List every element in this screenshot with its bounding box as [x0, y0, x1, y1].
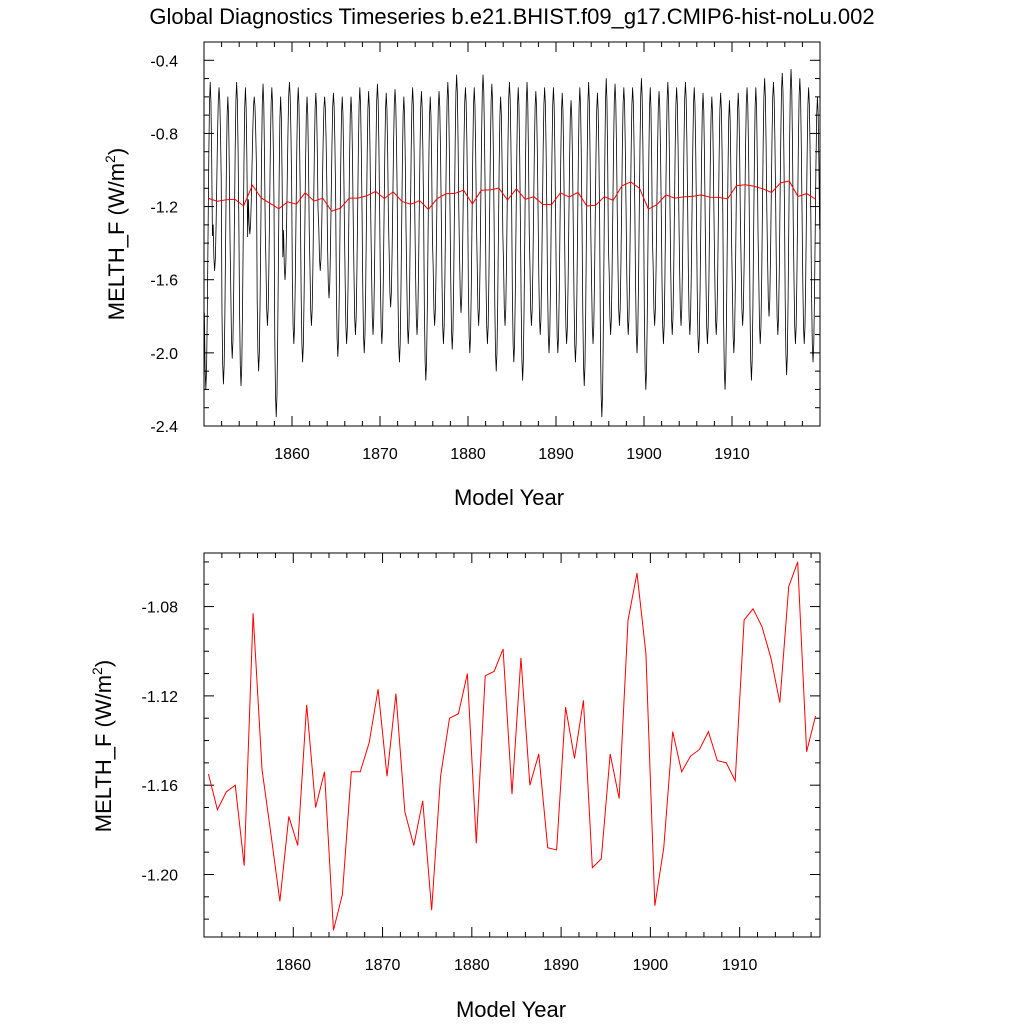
top-annual-series — [208, 180, 816, 212]
bottom-x-tick-label: 1900 — [633, 957, 669, 974]
top-y-tick-label: -1.2 — [150, 200, 178, 217]
bottom-plot-frame — [203, 552, 821, 938]
top-monthly-series — [203, 69, 821, 418]
top-x-tick-label: 1890 — [538, 446, 574, 463]
bottom-y-tick-label: -1.12 — [142, 689, 179, 706]
bottom-x-tick-label: 1860 — [275, 957, 311, 974]
figure-title: Global Diagnostics Timeseries b.e21.BHIS… — [149, 4, 874, 29]
bottom-x-tick-labels: 1860 1870 1880 1890 1900 1910 — [275, 957, 757, 974]
bottom-y-tick-label: -1.20 — [142, 867, 179, 884]
top-y-tick-label: -0.4 — [150, 53, 178, 70]
top-x-tick-labels: 1860 1870 1880 1890 1900 1910 — [274, 446, 750, 463]
top-annual-mean-line — [208, 180, 816, 212]
bottom-y-tick-label: -1.08 — [142, 600, 179, 617]
bottom-panel: 1860 1870 1880 1890 1900 1910 -1.08 -1.12 -1.16… — [89, 552, 821, 1022]
top-x-tick-label: 1860 — [274, 446, 310, 463]
top-panel: 1860 1870 1880 1890 1900 1910 -0.4 -0.8 -1.2 -1.… — [102, 41, 821, 510]
bottom-y-axis-label: MELTH_F (W/m2) — [89, 660, 116, 832]
top-x-tick-label: 1910 — [714, 446, 750, 463]
bottom-x-tick-label: 1880 — [454, 957, 490, 974]
bottom-annual-mean-line — [207, 561, 817, 931]
bottom-y-tick-label: -1.16 — [142, 778, 179, 795]
top-x-tick-label: 1880 — [450, 446, 486, 463]
top-monthly-line — [203, 69, 821, 418]
top-y-tick-labels: -0.4 -0.8 -1.2 -1.6 -2.0 -2.4 — [150, 53, 178, 436]
top-y-tick-label: -1.6 — [150, 273, 178, 290]
bottom-x-tick-label: 1870 — [365, 957, 401, 974]
top-y-tick-label: -2.0 — [150, 346, 178, 363]
top-y-tick-label: -2.4 — [150, 419, 178, 436]
top-x-tick-label: 1900 — [626, 446, 662, 463]
top-x-axis-label: Model Year — [454, 485, 564, 510]
top-x-tick-label: 1870 — [362, 446, 398, 463]
top-plot-frame — [203, 41, 821, 427]
bottom-x-tick-label: 1910 — [722, 957, 758, 974]
bottom-annual-series — [207, 561, 817, 931]
top-y-axis-label: MELTH_F (W/m2) — [102, 148, 129, 320]
top-y-tick-label: -0.8 — [150, 126, 178, 143]
bottom-ticks — [204, 553, 820, 937]
bottom-y-tick-labels: -1.08 -1.12 -1.16 -1.20 — [142, 600, 179, 885]
bottom-x-tick-label: 1890 — [543, 957, 579, 974]
bottom-x-axis-label: Model Year — [456, 997, 566, 1022]
